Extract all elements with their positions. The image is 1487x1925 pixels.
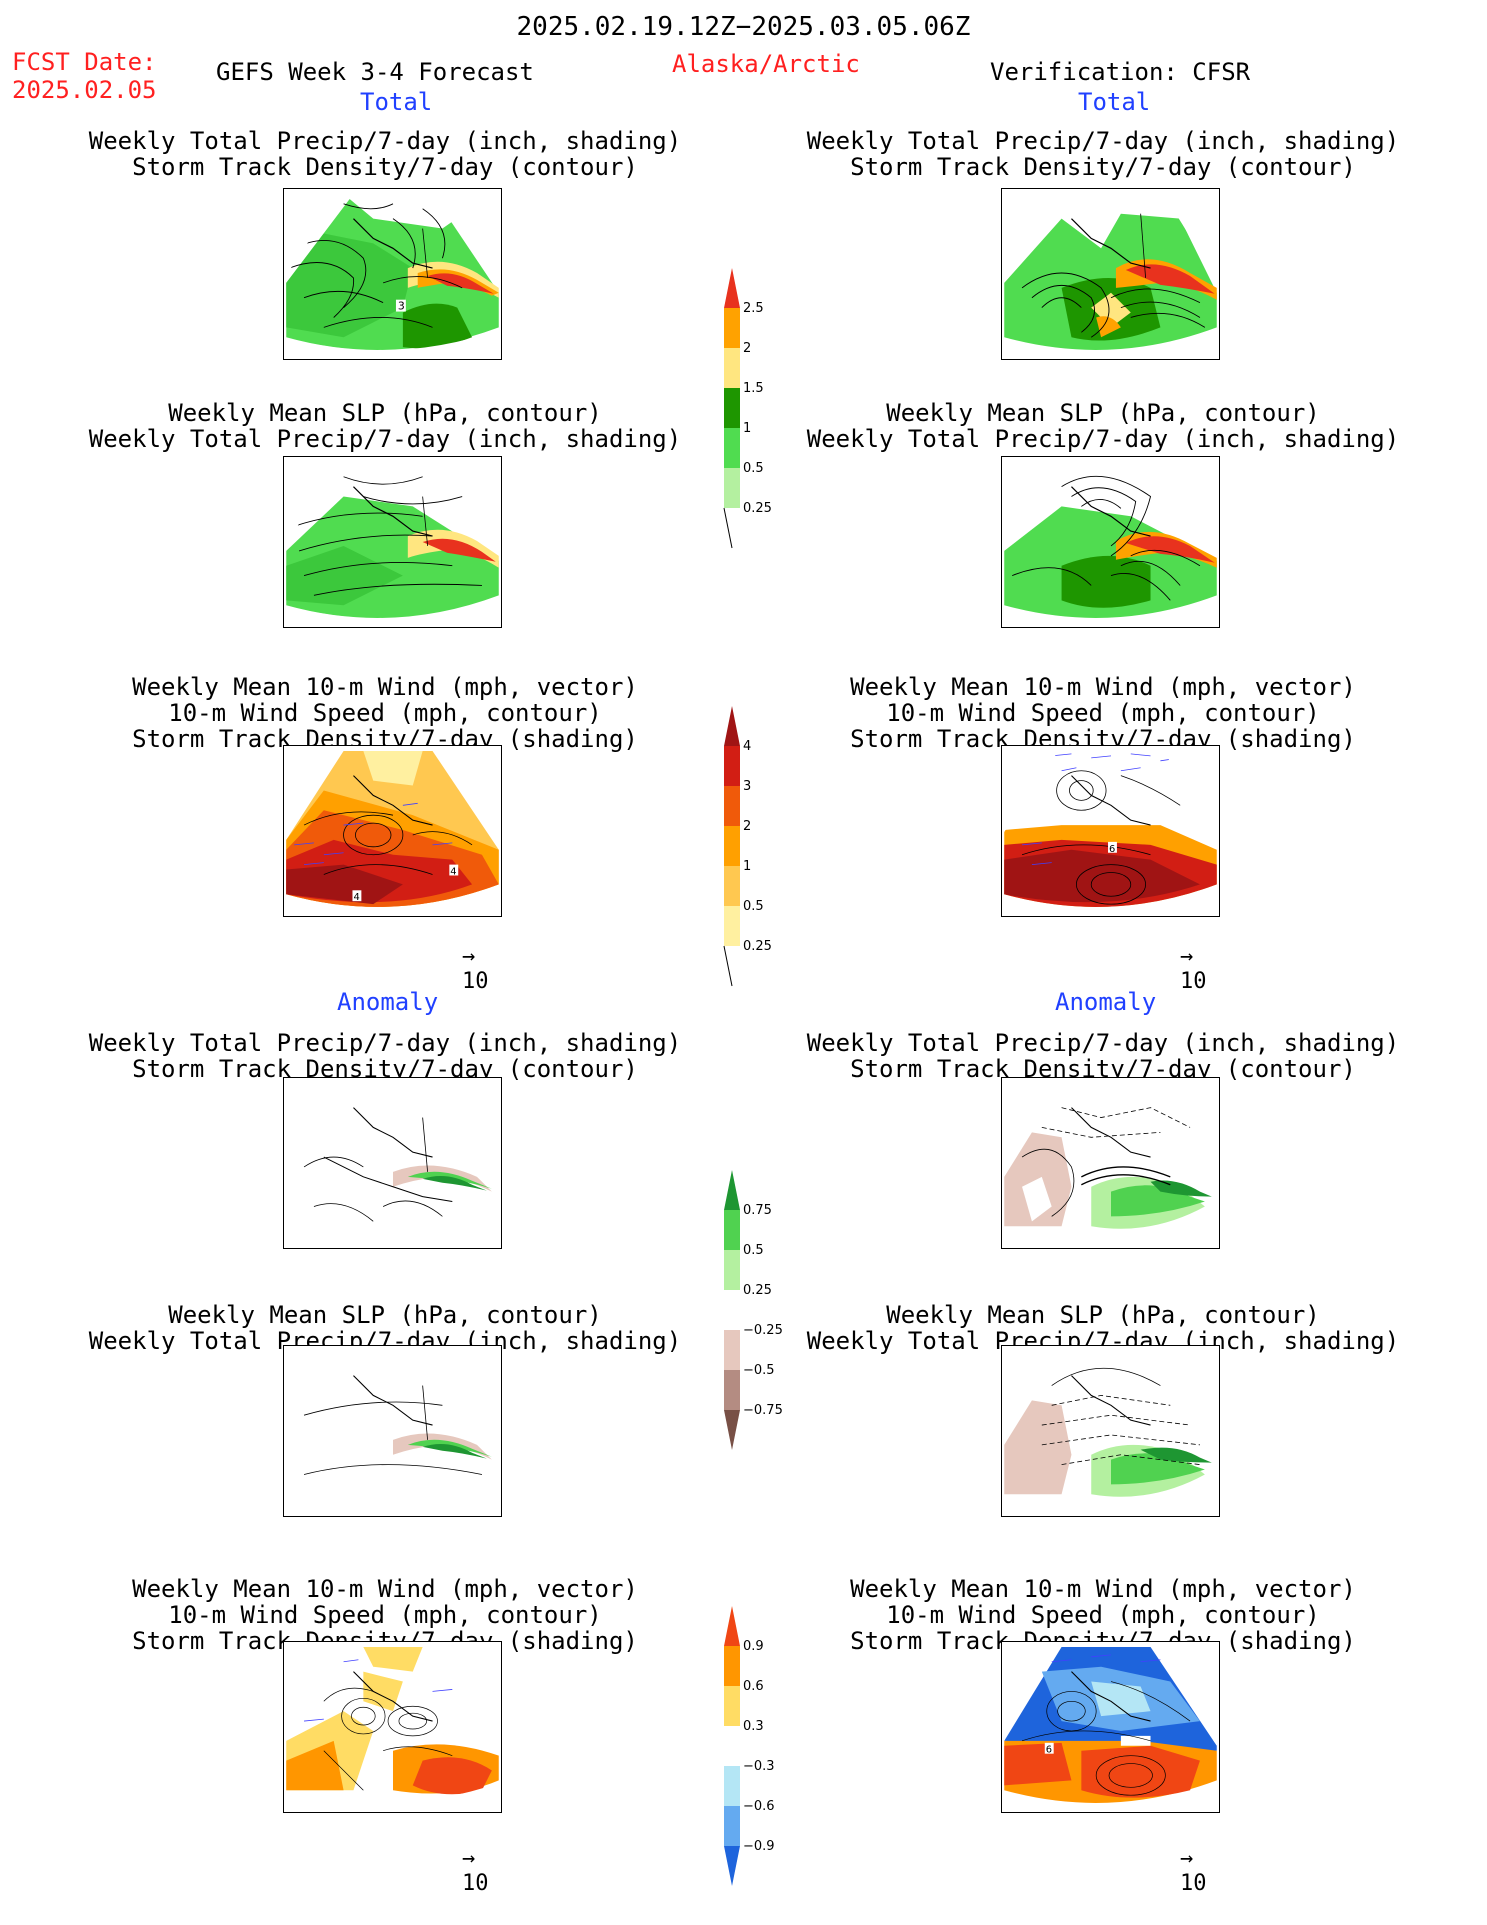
- map-fcst-anom-slp: [283, 1345, 502, 1517]
- colorbar-precip-total: 2.5 2 1.5 1 0.5 0.25: [722, 268, 802, 562]
- colorbar-tick-label: 0.75: [743, 1203, 772, 1218]
- ver-anomaly-heading: Anomaly: [1055, 988, 1157, 1016]
- panel-title-ver-total-slp: Weekly Mean SLP (hPa, contour) Weekly Tot…: [806, 399, 1400, 453]
- map-ver-total-slp: [1001, 456, 1220, 628]
- colorbar-tick-label: −0.3: [743, 1759, 775, 1774]
- colorbar-swatch: [724, 1726, 740, 1766]
- colorbar-tick-label: 0.25: [743, 1283, 772, 1298]
- fcst-date-label: FCST Date:: [12, 48, 157, 76]
- colorbar-tick-label: 0.5: [743, 461, 764, 476]
- colorbar-tick-label: −0.9: [743, 1839, 775, 1854]
- panel-title-ver-anom-wind: Weekly Mean 10-m Wind (mph, vector) 10-m …: [850, 1575, 1356, 1655]
- colorbar-tick-label: 3: [743, 779, 751, 794]
- colorbar-bottom-tail: [723, 945, 733, 987]
- colorbar-storm-anom: 0.9 0.6 0.3 −0.3 −0.6 −0.9: [722, 1606, 812, 1900]
- colorbar-swatch: [724, 1806, 740, 1846]
- colorbar-swatch: [724, 1766, 740, 1806]
- map-ver-total-wind: 6: [1001, 745, 1220, 917]
- vector-ref-ver-anom: → 10: [1180, 1846, 1207, 1896]
- contour-label: 4: [450, 866, 456, 877]
- colorbar-swatch: [724, 906, 740, 946]
- colorbar-tick-label: 1: [743, 859, 751, 874]
- map-ver-anom-slp: [1001, 1345, 1220, 1517]
- panel-title-ver-anom-precip: Weekly Total Precip/7-day (inch, shading…: [806, 1029, 1400, 1083]
- colorbar-tick-label: 4: [743, 739, 751, 754]
- map-fcst-total-slp: [283, 456, 502, 628]
- panel-title-fcst-anom-wind: Weekly Mean 10-m Wind (mph, vector) 10-m …: [132, 1575, 638, 1655]
- panel-title-ver-total-precip: Weekly Total Precip/7-day (inch, shading…: [806, 127, 1400, 181]
- colorbar-tick-label: 1: [743, 421, 751, 436]
- panel-title-fcst-total-wind: Weekly Mean 10-m Wind (mph, vector) 10-m …: [132, 673, 638, 753]
- colorbar-tick-label: 0.5: [743, 1243, 764, 1258]
- map-fcst-anom-wind: [283, 1641, 502, 1813]
- colorbar-storm-total: 4 3 2 1 0.5 0.25: [722, 706, 802, 1000]
- colorbar-tick-label: 0.25: [743, 939, 772, 954]
- colorbar-top-arrow: [724, 706, 740, 746]
- colorbar-top-arrow: [724, 1170, 740, 1210]
- colorbar-swatch: [724, 1646, 740, 1686]
- colorbar-swatch: [724, 308, 740, 348]
- colorbar-tick-label: 0.6: [743, 1679, 764, 1694]
- colorbar-tick-label: 0.9: [743, 1639, 764, 1654]
- colorbar-swatch: [724, 826, 740, 866]
- colorbar-swatch: [724, 746, 740, 786]
- region-title: Alaska/Arctic: [672, 50, 860, 78]
- colorbar-swatch: [724, 866, 740, 906]
- colorbar-tick-label: 2.5: [743, 301, 764, 316]
- contour-label: 4: [353, 892, 359, 903]
- colorbar-bottom-tail: [723, 507, 733, 549]
- period-title: 2025.02.19.12Z−2025.03.05.06Z: [516, 12, 971, 42]
- model-title: GEFS Week 3-4 Forecast: [216, 58, 534, 86]
- contour-label: 6: [1046, 1745, 1052, 1756]
- colorbar-top-arrow: [724, 268, 740, 308]
- colorbar-swatch: [724, 1330, 740, 1370]
- contour-label: 3: [398, 300, 405, 313]
- vector-ref-fcst-total: → 10: [462, 944, 489, 994]
- colorbar-swatch: [724, 1370, 740, 1410]
- map-ver-total-precip: [1001, 188, 1220, 360]
- colorbar-tick-label: −0.75: [743, 1403, 783, 1418]
- ver-total-heading: Total: [1078, 88, 1151, 116]
- colorbar-tick-label: 2: [743, 819, 751, 834]
- panel-title-ver-anom-slp: Weekly Mean SLP (hPa, contour) Weekly Tot…: [806, 1301, 1400, 1355]
- map-fcst-anom-precip: [283, 1077, 502, 1249]
- colorbar-swatch: [724, 1250, 740, 1290]
- colorbar-swatch: [724, 348, 740, 388]
- colorbar-tick-label: 0.5: [743, 899, 764, 914]
- panel-title-fcst-total-slp: Weekly Mean SLP (hPa, contour) Weekly Tot…: [88, 399, 682, 453]
- colorbar-tick-label: −0.5: [743, 1363, 775, 1378]
- contour-label: 6: [1109, 844, 1115, 855]
- fcst-date: 2025.02.05: [12, 76, 157, 104]
- fcst-anomaly-heading: Anomaly: [337, 988, 439, 1016]
- panel-title-ver-total-wind: Weekly Mean 10-m Wind (mph, vector) 10-m …: [850, 673, 1356, 753]
- vector-ref-ver-total: → 10: [1180, 944, 1207, 994]
- map-ver-anom-precip: [1001, 1077, 1220, 1249]
- colorbar-swatch: [724, 428, 740, 468]
- colorbar-tick-label: −0.25: [743, 1323, 783, 1338]
- colorbar-swatch: [724, 388, 740, 428]
- colorbar-tick-label: 2: [743, 341, 751, 356]
- colorbar-tick-label: 0.25: [743, 501, 772, 516]
- map-ver-anom-wind: 6: [1001, 1641, 1220, 1813]
- colorbar-tick-label: 0.3: [743, 1719, 764, 1734]
- colorbar-tick-label: −0.6: [743, 1799, 775, 1814]
- colorbar-precip-anom: 0.75 0.5 0.25 −0.25 −0.5 −0.75: [722, 1170, 812, 1464]
- colorbar-swatch: [724, 1686, 740, 1726]
- colorbar-bottom-arrow: [724, 1410, 740, 1450]
- colorbar-swatch: [724, 468, 740, 508]
- panel-title-fcst-anom-precip: Weekly Total Precip/7-day (inch, shading…: [88, 1029, 682, 1083]
- colorbar-bottom-arrow: [724, 1846, 740, 1886]
- colorbar-top-arrow: [724, 1606, 740, 1646]
- colorbar-swatch: [724, 1290, 740, 1330]
- colorbar-tick-label: 1.5: [743, 381, 764, 396]
- vector-ref-fcst-anom: → 10: [462, 1846, 489, 1896]
- map-fcst-total-wind: 4 4: [283, 745, 502, 917]
- map-fcst-total-precip: 3: [283, 188, 502, 360]
- colorbar-swatch: [724, 1210, 740, 1250]
- fcst-total-heading: Total: [360, 88, 433, 116]
- verification-title: Verification: CFSR: [990, 58, 1251, 86]
- panel-title-fcst-total-precip: Weekly Total Precip/7-day (inch, shading…: [88, 127, 682, 181]
- colorbar-swatch: [724, 786, 740, 826]
